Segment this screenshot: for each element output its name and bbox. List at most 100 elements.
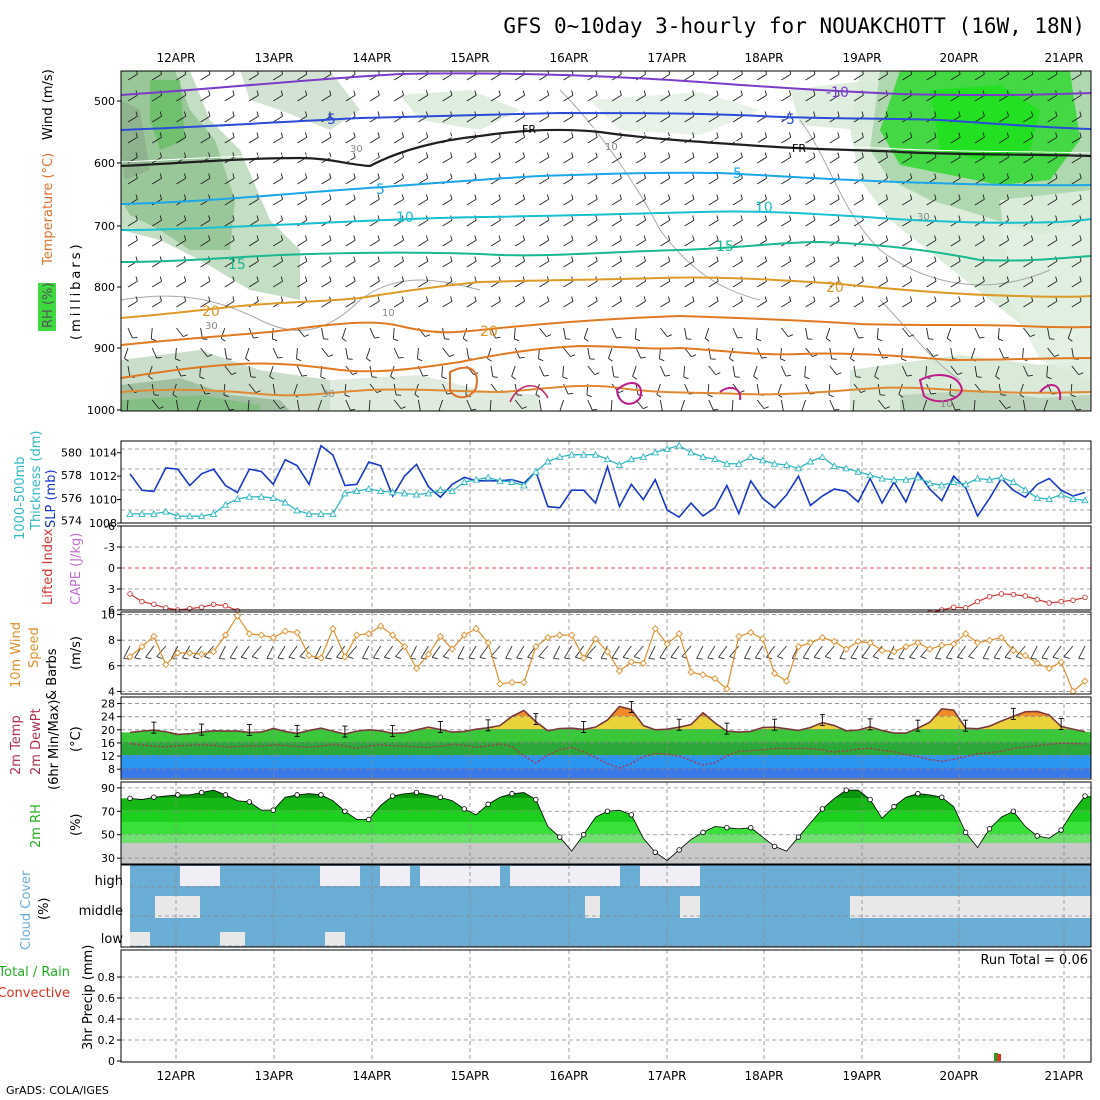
- temp-tick: 16: [101, 737, 115, 750]
- temperature-ylabel: Temperature (°C): [41, 153, 56, 266]
- wind-speed-point: [997, 633, 1006, 642]
- wind-speed-point: [520, 678, 528, 687]
- top-date-label: 16APR: [549, 51, 588, 65]
- wind-speed-series: [126, 612, 1089, 696]
- svg-text:20: 20: [480, 324, 498, 340]
- lifted-index-point: [1058, 598, 1064, 605]
- thickness-point: [758, 456, 767, 464]
- thickness-point: [639, 453, 648, 460]
- bottom-date-label: 21APR: [1044, 1069, 1083, 1083]
- cloud-high-cell: [420, 866, 500, 886]
- svg-text:-10: -10: [826, 85, 849, 101]
- wind-speed-point: [735, 632, 743, 640]
- wind-tick: 6: [108, 660, 115, 673]
- thickness-point: [1033, 494, 1042, 501]
- thickness-point: [902, 475, 910, 483]
- precip-tick: 0.4: [98, 1013, 116, 1026]
- top-date-label: 17APR: [647, 51, 686, 65]
- thickness-point: [508, 478, 516, 485]
- rh-tick: 50: [101, 829, 115, 842]
- slp-tick: 1014: [89, 447, 117, 460]
- wind-speed-point: [1081, 677, 1089, 685]
- lifted-index-line: [129, 593, 238, 612]
- svg-text:30: 30: [350, 144, 363, 155]
- lifted-index-point: [998, 591, 1005, 597]
- thickness-point: [221, 500, 230, 508]
- wind-speed-point: [615, 667, 624, 675]
- wind-speed-point: [532, 642, 540, 651]
- thickness-point: [329, 509, 337, 517]
- top-date-label: 20APR: [939, 51, 978, 65]
- cloud-middle-cell: [850, 896, 1091, 918]
- svg-text:20: 20: [202, 304, 220, 320]
- temp-tick: 8: [108, 763, 115, 776]
- pressure-tick: 500: [94, 95, 115, 108]
- thickness-point: [866, 471, 874, 479]
- thickness-point: [591, 450, 600, 458]
- slp-tick: 1010: [89, 494, 117, 507]
- thickness-point: [173, 512, 182, 520]
- cloud-middle-cell: [155, 896, 200, 918]
- thickness-top-ylabel: 1000-500mb: [13, 456, 28, 540]
- rh-point: [580, 832, 587, 838]
- lifted-index-point: [1070, 597, 1076, 603]
- lifted-index-point: [1046, 600, 1052, 606]
- wind-speed-point: [914, 639, 922, 647]
- thickness-point: [1045, 495, 1053, 503]
- thickness-tick: 576: [61, 492, 82, 505]
- wind-speed-point: [377, 622, 385, 630]
- temperature-series: [129, 705, 1086, 736]
- rh-point: [198, 789, 205, 796]
- top-date-label: 18APR: [744, 51, 783, 65]
- svg-text:20: 20: [826, 280, 844, 296]
- svg-text:5: 5: [376, 182, 385, 198]
- thickness-point: [472, 475, 480, 483]
- rh-point: [652, 849, 658, 855]
- wind-speed-point: [782, 677, 791, 685]
- lifted-index-tick: -3: [104, 541, 115, 554]
- wind-speed-point: [830, 637, 838, 646]
- bottom-date-label: 18APR: [744, 1069, 783, 1083]
- rh-point: [676, 847, 682, 853]
- lifted-index-point: [1010, 591, 1017, 598]
- thickness-point: [138, 509, 146, 517]
- wind-speed-point: [353, 631, 361, 639]
- rh-2m-panel: 90 70 50 30: [101, 781, 1092, 865]
- wind-speed-point: [759, 635, 767, 643]
- rh-point: [175, 792, 181, 798]
- rh-point: [915, 791, 921, 797]
- dewpoint-series: [129, 742, 1086, 769]
- wind-speed-point: [950, 640, 958, 648]
- wind-ylabel-unit: (m/s): [69, 636, 84, 670]
- thickness-point: [424, 489, 433, 497]
- wind-speed-point: [257, 631, 265, 639]
- thickness-point: [1009, 478, 1018, 485]
- rh-point: [437, 794, 444, 800]
- thickness-point: [126, 509, 134, 517]
- bottom-date-label: 20APR: [939, 1069, 978, 1083]
- temp-ylabel-2: 2m DewPt: [29, 708, 44, 775]
- thickness-tick: 574: [61, 515, 82, 528]
- wind-speed-point: [1009, 646, 1018, 655]
- thickness-point: [603, 455, 612, 463]
- wind-speed-point: [162, 660, 170, 669]
- cloud-ylabel: Cloud Cover: [19, 870, 34, 950]
- temp-tick: 24: [101, 711, 115, 724]
- thickness-point: [985, 475, 994, 483]
- wind-speed-point: [794, 642, 803, 651]
- thickness-point: [711, 455, 719, 463]
- thickness-point: [293, 506, 301, 514]
- rh-point: [413, 789, 420, 796]
- wind-speed-point: [878, 646, 886, 655]
- rh-tick: 30: [101, 852, 115, 865]
- thickness-point: [627, 455, 636, 463]
- slp-tick: 1008: [89, 517, 117, 530]
- svg-text:-5: -5: [781, 112, 795, 128]
- rh-shading: [121, 71, 1091, 411]
- wind-speed-point: [317, 654, 325, 662]
- lifted-index-panel: -6 -3 0 3 6: [104, 520, 1092, 617]
- rh-point: [891, 803, 897, 810]
- precip-panel: Run Total = 0.06 0.8 0.6 0.4 0.2 0: [98, 949, 1092, 1068]
- wind-speed-point: [221, 631, 230, 639]
